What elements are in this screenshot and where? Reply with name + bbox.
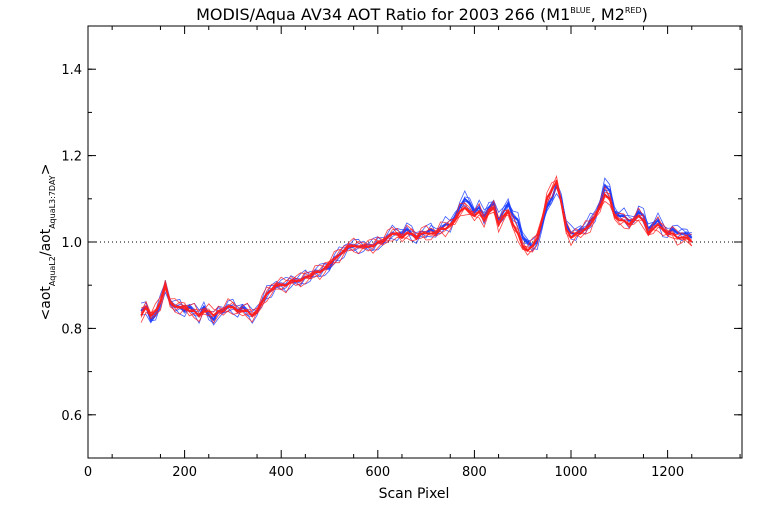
ylabel-sub1: AquaL2 bbox=[48, 256, 57, 286]
x-tick-label: 1200 bbox=[651, 465, 684, 480]
title-main: MODIS/Aqua AV34 AOT Ratio for 2003 266 (… bbox=[196, 5, 570, 24]
y-tick-label: 1.0 bbox=[61, 236, 82, 251]
series-red-mean-line bbox=[140, 178, 693, 317]
chart-title: MODIS/Aqua AV34 AOT Ratio for 2003 266 (… bbox=[196, 5, 648, 24]
y-tick-label: 0.8 bbox=[61, 322, 82, 337]
ylabel-slash: /aot bbox=[38, 228, 54, 256]
ylabel-open: <aot bbox=[38, 286, 54, 321]
y-tick-label: 1.4 bbox=[61, 63, 82, 78]
y-axis-label: <aotAquaL2/aotAquaL3:7DAY> bbox=[38, 164, 57, 321]
ylabel-close: > bbox=[38, 164, 54, 176]
axis-ticks: 0 200 400 600 800 1000 1200 0.6 0.8 1.0 1.2 1.4 bbox=[61, 25, 742, 480]
x-tick-label: 0 bbox=[84, 465, 92, 480]
x-tick-label: 600 bbox=[365, 465, 390, 480]
x-axis-label: Scan Pixel bbox=[379, 486, 450, 502]
y-tick-label: 1.2 bbox=[61, 150, 82, 165]
title-sup-blue: BLUE bbox=[570, 6, 590, 15]
x-tick-label: 1000 bbox=[554, 465, 587, 480]
series-lines bbox=[140, 174, 693, 326]
y-tick-label: 0.6 bbox=[61, 409, 82, 424]
plot-frame bbox=[87, 25, 743, 459]
title-sup-red: RED bbox=[625, 6, 642, 15]
title-mid: , M2 bbox=[591, 5, 625, 24]
ylabel-sub2: AquaL3:7DAY bbox=[48, 175, 57, 229]
title-end: ) bbox=[642, 5, 648, 24]
x-tick-label: 400 bbox=[269, 465, 294, 480]
x-tick-label: 800 bbox=[462, 465, 487, 480]
x-tick-label: 200 bbox=[172, 465, 197, 480]
